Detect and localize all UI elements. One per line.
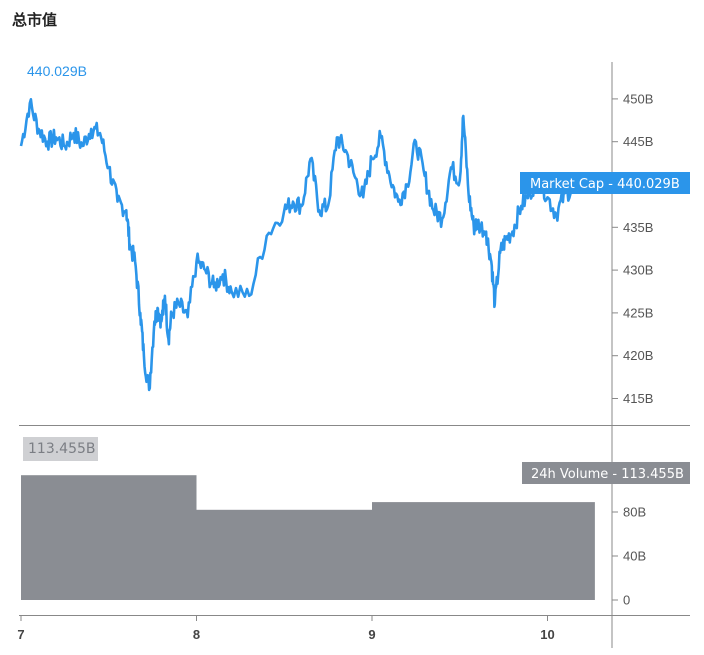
market-cap-panel: [19, 98, 588, 392]
volume-bar: [372, 502, 548, 600]
tag-bg: [520, 172, 690, 194]
y-tick-label: 430B: [623, 263, 653, 278]
volume-bar: [196, 509, 372, 600]
x-tick-label: 9: [368, 627, 375, 642]
y-tick-label: 80B: [623, 505, 646, 520]
y-tick-label: 40B: [623, 549, 646, 564]
tag-text: 24h Volume - 113.455B: [531, 467, 684, 482]
volume-bar: [547, 502, 595, 600]
market-cap-current-value: 440.029B: [27, 63, 87, 79]
volume-bar: [21, 475, 197, 600]
volume-panel: [21, 475, 595, 600]
volume-current-value-badge: 113.455B: [23, 437, 98, 461]
y-tick-label: 450B: [623, 91, 653, 106]
y-tick-label: 445B: [623, 134, 653, 149]
volume-tag: 24h Volume - 113.455B: [522, 462, 690, 484]
y-tick-label: 415B: [623, 391, 653, 406]
badge-bg: [23, 437, 98, 461]
tag-bg: [522, 462, 690, 484]
y-tick-label: 0: [623, 593, 630, 608]
x-tick-label: 8: [193, 627, 200, 642]
y-tick-label: 435B: [623, 220, 653, 235]
x-tick-label: 10: [540, 627, 554, 642]
market-cap-tag: Market Cap - 440.029B: [520, 172, 690, 194]
page-title: 总市值: [12, 11, 58, 29]
tag-text: Market Cap - 440.029B: [530, 177, 680, 192]
y-tick-label: 425B: [623, 305, 653, 320]
y-tick-label: 420B: [623, 348, 653, 363]
x-tick-label: 7: [17, 627, 24, 642]
labels-layer: 440.029B 113.455B Market Cap - 440.029B 24h…: [23, 63, 690, 484]
market-cap-line: [19, 98, 588, 392]
volume-value-text: 113.455B: [28, 441, 96, 457]
